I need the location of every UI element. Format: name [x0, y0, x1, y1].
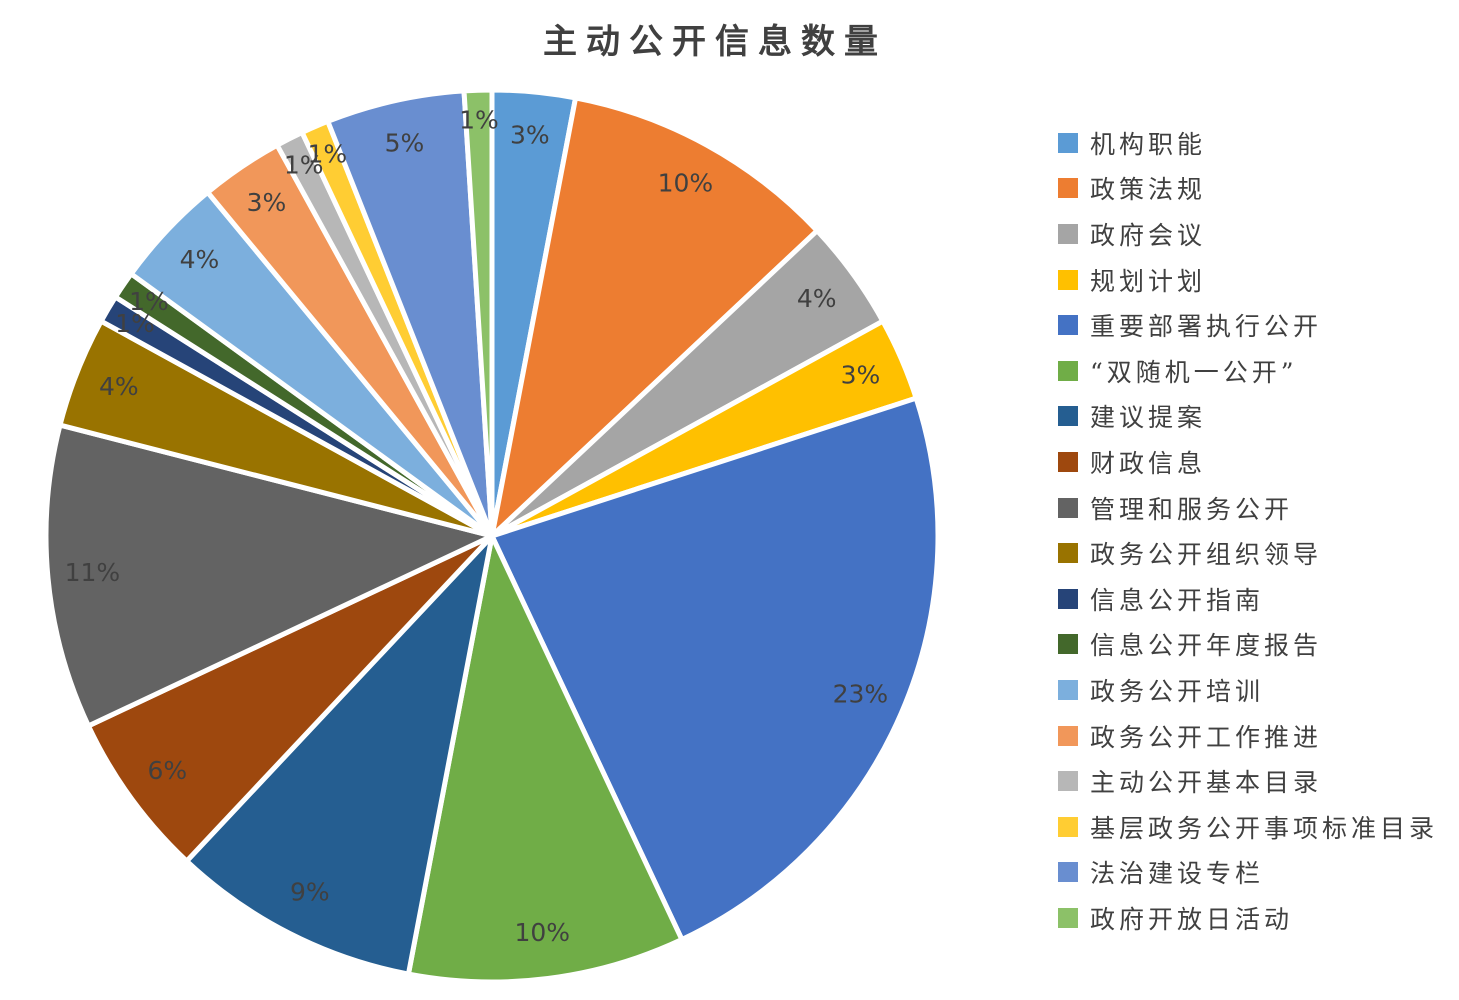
legend-item: 政务公开培训: [1058, 667, 1438, 713]
slice-percent-label: 1%: [115, 309, 155, 338]
legend-label: 主动公开基本目录: [1090, 768, 1323, 798]
legend-item: 政府会议: [1058, 211, 1438, 257]
pie-slice: [183, 528, 497, 978]
legend-swatch: [1058, 634, 1078, 655]
pie-slice: [488, 395, 941, 943]
legend-swatch: [1058, 679, 1078, 700]
slice-percent-label: 4%: [180, 245, 220, 274]
slice-percent-label: 1%: [284, 150, 324, 179]
legend-swatch: [1058, 862, 1078, 883]
legend-label: 规划计划: [1090, 266, 1207, 296]
slice-percent-label: 3%: [841, 361, 881, 390]
legend-swatch: [1058, 497, 1078, 518]
slice-percent-label: 10%: [658, 168, 714, 197]
pie-slice: [488, 94, 821, 544]
slice-percent-label: 3%: [247, 188, 287, 217]
legend-item: “双随机一公开”: [1058, 348, 1438, 394]
legend-item: 法治建设专栏: [1058, 850, 1438, 896]
legend-swatch: [1058, 543, 1078, 564]
legend-label: “双随机一公开”: [1090, 357, 1298, 387]
slice-percent-label: 4%: [99, 372, 139, 401]
legend-item: 重要部署执行公开: [1058, 302, 1438, 348]
legend-item: 管理和服务公开: [1058, 485, 1438, 531]
legend-swatch: [1058, 315, 1078, 336]
pie-slice: [461, 87, 495, 537]
legend-swatch: [1058, 178, 1078, 199]
chart-title: 主动公开信息数量: [543, 22, 887, 62]
legend-label: 政府开放日活动: [1090, 904, 1294, 934]
slice-percent-label: 1%: [129, 287, 169, 316]
slice-percent-label: 1%: [459, 105, 499, 134]
slice-percent-label: 1%: [307, 139, 347, 168]
legend-label: 财政信息: [1090, 448, 1207, 478]
legend-swatch: [1058, 406, 1078, 427]
legend-swatch: [1058, 360, 1078, 381]
pie-slice: [405, 527, 686, 985]
legend-swatch: [1058, 771, 1078, 792]
legend-label: 信息公开指南: [1090, 585, 1265, 615]
legend-item: 主动公开基本目录: [1058, 758, 1438, 804]
legend-label: 政务公开工作推进: [1090, 722, 1323, 752]
legend-label: 信息公开年度报告: [1090, 631, 1323, 661]
slice-percent-label: 11%: [65, 558, 121, 587]
legend-label: 基层政务公开事项标准目录: [1090, 813, 1439, 843]
slice-percent-label: 6%: [147, 756, 187, 785]
legend-item: 财政信息: [1058, 439, 1438, 485]
legend-swatch: [1058, 816, 1078, 837]
pie-slice: [43, 422, 500, 730]
legend-swatch: [1058, 269, 1078, 290]
legend-swatch: [1058, 907, 1078, 928]
legend-item: 机构职能: [1058, 120, 1438, 166]
legend-item: 政策法规: [1058, 166, 1438, 212]
legend-label: 政策法规: [1090, 175, 1207, 205]
legend-item: 信息公开年度报告: [1058, 622, 1438, 668]
legend-item: 政府开放日活动: [1058, 895, 1438, 941]
legend-label: 法治建设专栏: [1090, 859, 1265, 889]
pie-slice: [85, 533, 494, 865]
slice-percent-label: 3%: [510, 120, 550, 149]
slice-percent-label: 10%: [515, 918, 571, 947]
slice-percent-label: 4%: [797, 284, 837, 313]
legend-label: 政务公开培训: [1090, 676, 1265, 706]
legend-item: 政务公开组织领导: [1058, 530, 1438, 576]
legend-label: 建议提案: [1090, 403, 1207, 433]
legend-item: 规划计划: [1058, 257, 1438, 303]
legend-swatch: [1058, 223, 1078, 244]
legend-item: 政务公开工作推进: [1058, 713, 1438, 759]
legend-swatch: [1058, 588, 1078, 609]
slice-percent-label: 9%: [290, 878, 330, 907]
legend-label: 管理和服务公开: [1090, 494, 1294, 524]
legend-label: 重要部署执行公开: [1090, 312, 1323, 342]
legend: 机构职能政策法规政府会议规划计划重要部署执行公开 “双随机一公开” 建议提案财政信息…: [1058, 120, 1438, 941]
legend-label: 政务公开组织领导: [1090, 540, 1323, 570]
legend-item: 信息公开指南: [1058, 576, 1438, 622]
legend-label: 机构职能: [1090, 129, 1207, 159]
legend-item: 基层政务公开事项标准目录: [1058, 804, 1438, 850]
slice-percent-label: 23%: [833, 679, 889, 708]
legend-label: 政府会议: [1090, 220, 1207, 250]
legend-swatch: [1058, 132, 1078, 153]
slice-percent-label: 5%: [385, 128, 425, 157]
legend-swatch: [1058, 725, 1078, 746]
legend-item: 建议提案: [1058, 394, 1438, 440]
legend-swatch: [1058, 451, 1078, 472]
